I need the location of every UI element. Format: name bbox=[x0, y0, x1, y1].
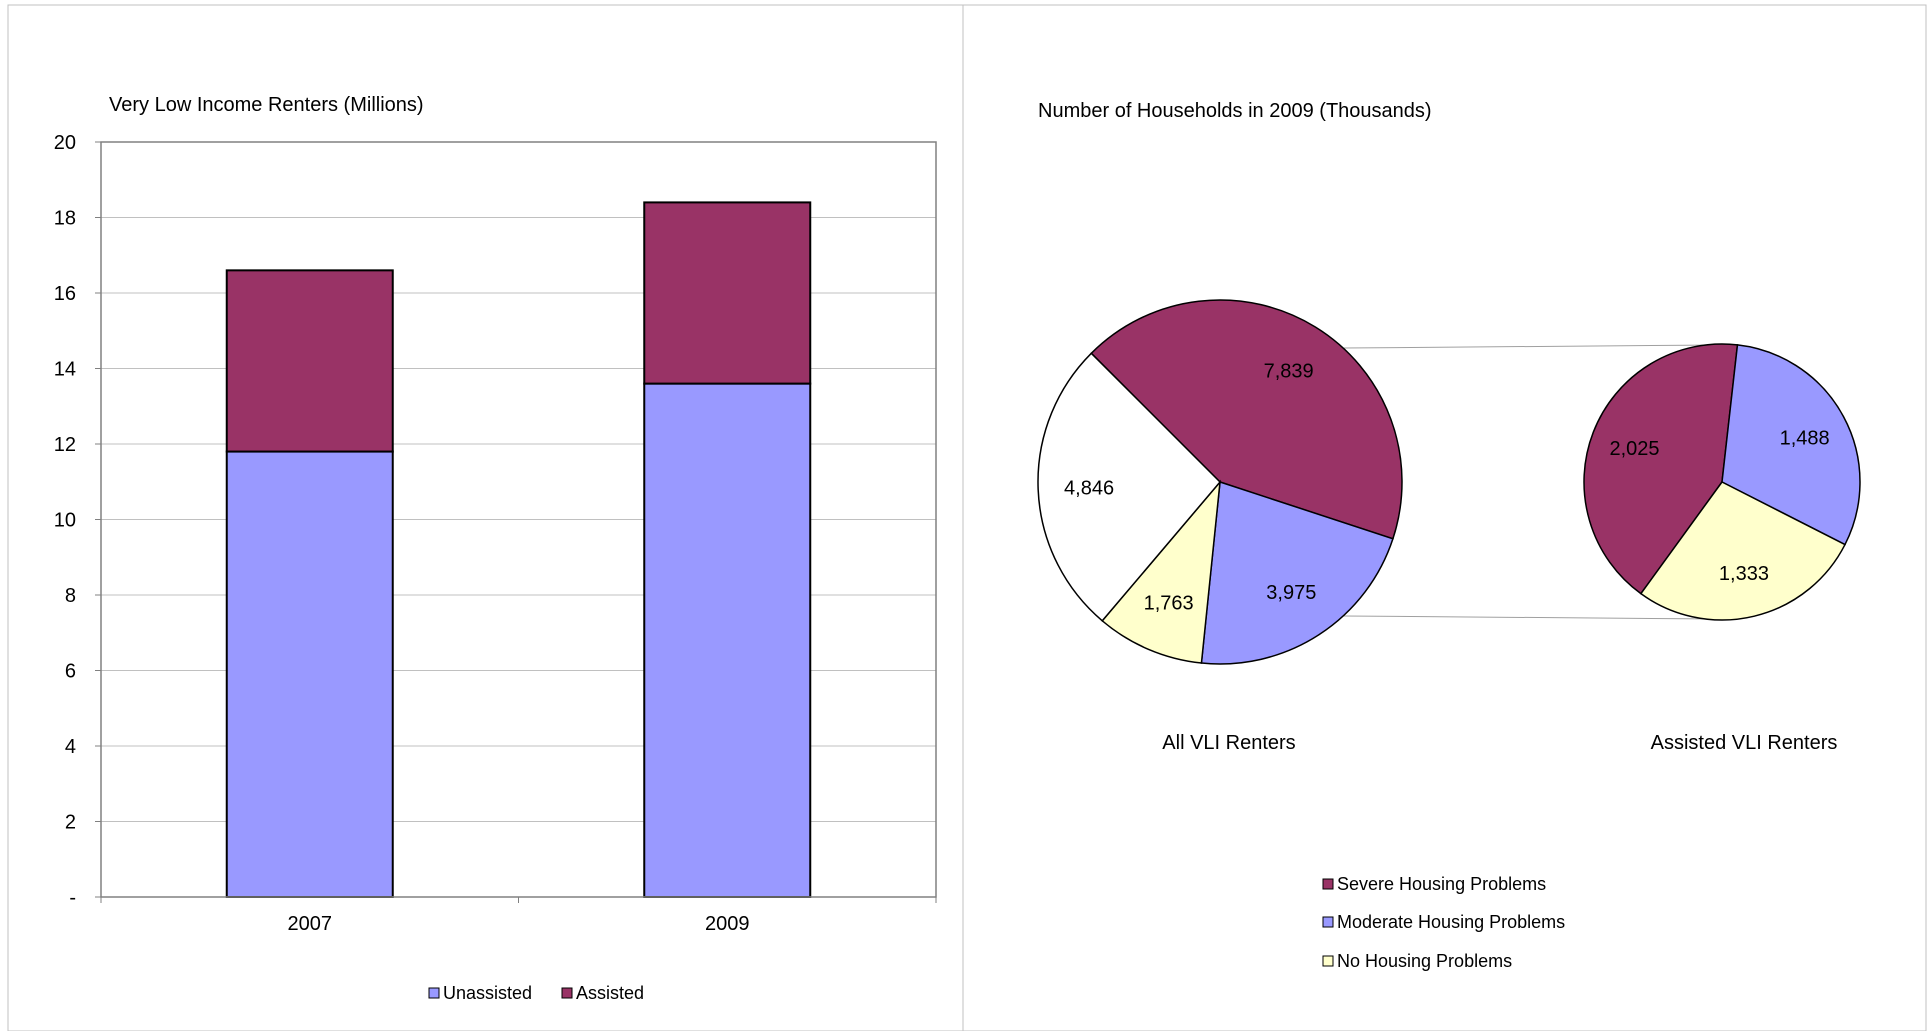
pie-slice-1333 bbox=[1639, 481, 1846, 621]
bar-legend: Unassisted Assisted bbox=[428, 983, 644, 1003]
pie-legend: Severe Housing Problems Moderate Housing… bbox=[1322, 874, 1565, 971]
bar-unassisted-2009 bbox=[643, 382, 812, 899]
pie-slice-4846 bbox=[1037, 352, 1222, 622]
y-tick-label: 6 bbox=[65, 661, 76, 683]
pie-chart-title: Number of Households in 2009 (Thousands) bbox=[1038, 100, 1432, 122]
bar-y-tick-labels: - 2 4 6 8 10 12 14 16 18 20 bbox=[54, 132, 76, 909]
pie-slice-7839 bbox=[1090, 299, 1403, 540]
legend-label-none: No Housing Problems bbox=[1337, 951, 1512, 971]
pie1-category-label: All VLI Renters bbox=[1162, 732, 1295, 754]
legend-swatch-assisted bbox=[561, 987, 573, 999]
pie-data-label: 4,846 bbox=[1064, 477, 1114, 499]
bar-assisted-2007 bbox=[225, 269, 394, 453]
pie-data-label: 1,488 bbox=[1780, 428, 1830, 450]
legend-swatch-moderate bbox=[1322, 916, 1334, 928]
pie-data-label: 3,975 bbox=[1266, 582, 1316, 604]
bar-chart-title: Very Low Income Renters (Millions) bbox=[109, 94, 424, 116]
y-tick-label: 10 bbox=[54, 510, 76, 532]
connector-bottom bbox=[1342, 615, 1723, 620]
y-tick-label: 8 bbox=[65, 585, 76, 607]
y-tick-label: - bbox=[69, 887, 76, 909]
y-tick-label: 20 bbox=[54, 132, 76, 154]
pie-data-label: 1,333 bbox=[1719, 563, 1769, 585]
legend-swatch-unassisted bbox=[428, 987, 440, 999]
y-tick-label: 4 bbox=[65, 736, 76, 758]
y-tick-label: 2 bbox=[65, 812, 76, 834]
legend-swatch-none bbox=[1322, 955, 1334, 967]
pie-slice-3975 bbox=[1200, 480, 1394, 665]
pie-data-label: 2,025 bbox=[1609, 438, 1659, 460]
x-tick-label: 2007 bbox=[288, 913, 333, 935]
legend-label-unassisted: Unassisted bbox=[443, 983, 532, 1003]
bar-unassisted-2007 bbox=[225, 450, 394, 898]
pie2-category-label: Assisted VLI Renters bbox=[1651, 732, 1838, 754]
y-tick-label: 14 bbox=[54, 359, 76, 381]
pie-all-vli-renters: 7,839 3,975 1,763 4,846 bbox=[1037, 299, 1403, 665]
legend-label-severe: Severe Housing Problems bbox=[1337, 874, 1546, 894]
y-tick-label: 16 bbox=[54, 283, 76, 305]
bar-x-tick-labels: 2007 2009 bbox=[288, 913, 750, 935]
bar-assisted-2009 bbox=[643, 201, 812, 385]
pie-data-label: 7,839 bbox=[1264, 360, 1314, 382]
bar-plot-area bbox=[100, 141, 937, 898]
y-tick-label: 18 bbox=[54, 208, 76, 230]
pie-slice-1763 bbox=[1101, 479, 1221, 664]
legend-label-moderate: Moderate Housing Problems bbox=[1337, 912, 1565, 932]
legend-label-assisted: Assisted bbox=[576, 983, 644, 1003]
pie-data-label: 1,763 bbox=[1144, 593, 1194, 615]
pie-assisted-vli-renters: 2,025 1,488 1,333 bbox=[1583, 343, 1861, 621]
left-chart-border bbox=[7, 4, 964, 1032]
connector-top bbox=[1342, 344, 1723, 349]
x-tick-label: 2009 bbox=[705, 913, 750, 935]
bar-marks bbox=[225, 201, 812, 899]
y-tick-label: 12 bbox=[54, 434, 76, 456]
pie-slice-2025 bbox=[1583, 343, 1739, 595]
pie-slice-1488 bbox=[1721, 344, 1861, 546]
legend-swatch-severe bbox=[1322, 878, 1334, 890]
